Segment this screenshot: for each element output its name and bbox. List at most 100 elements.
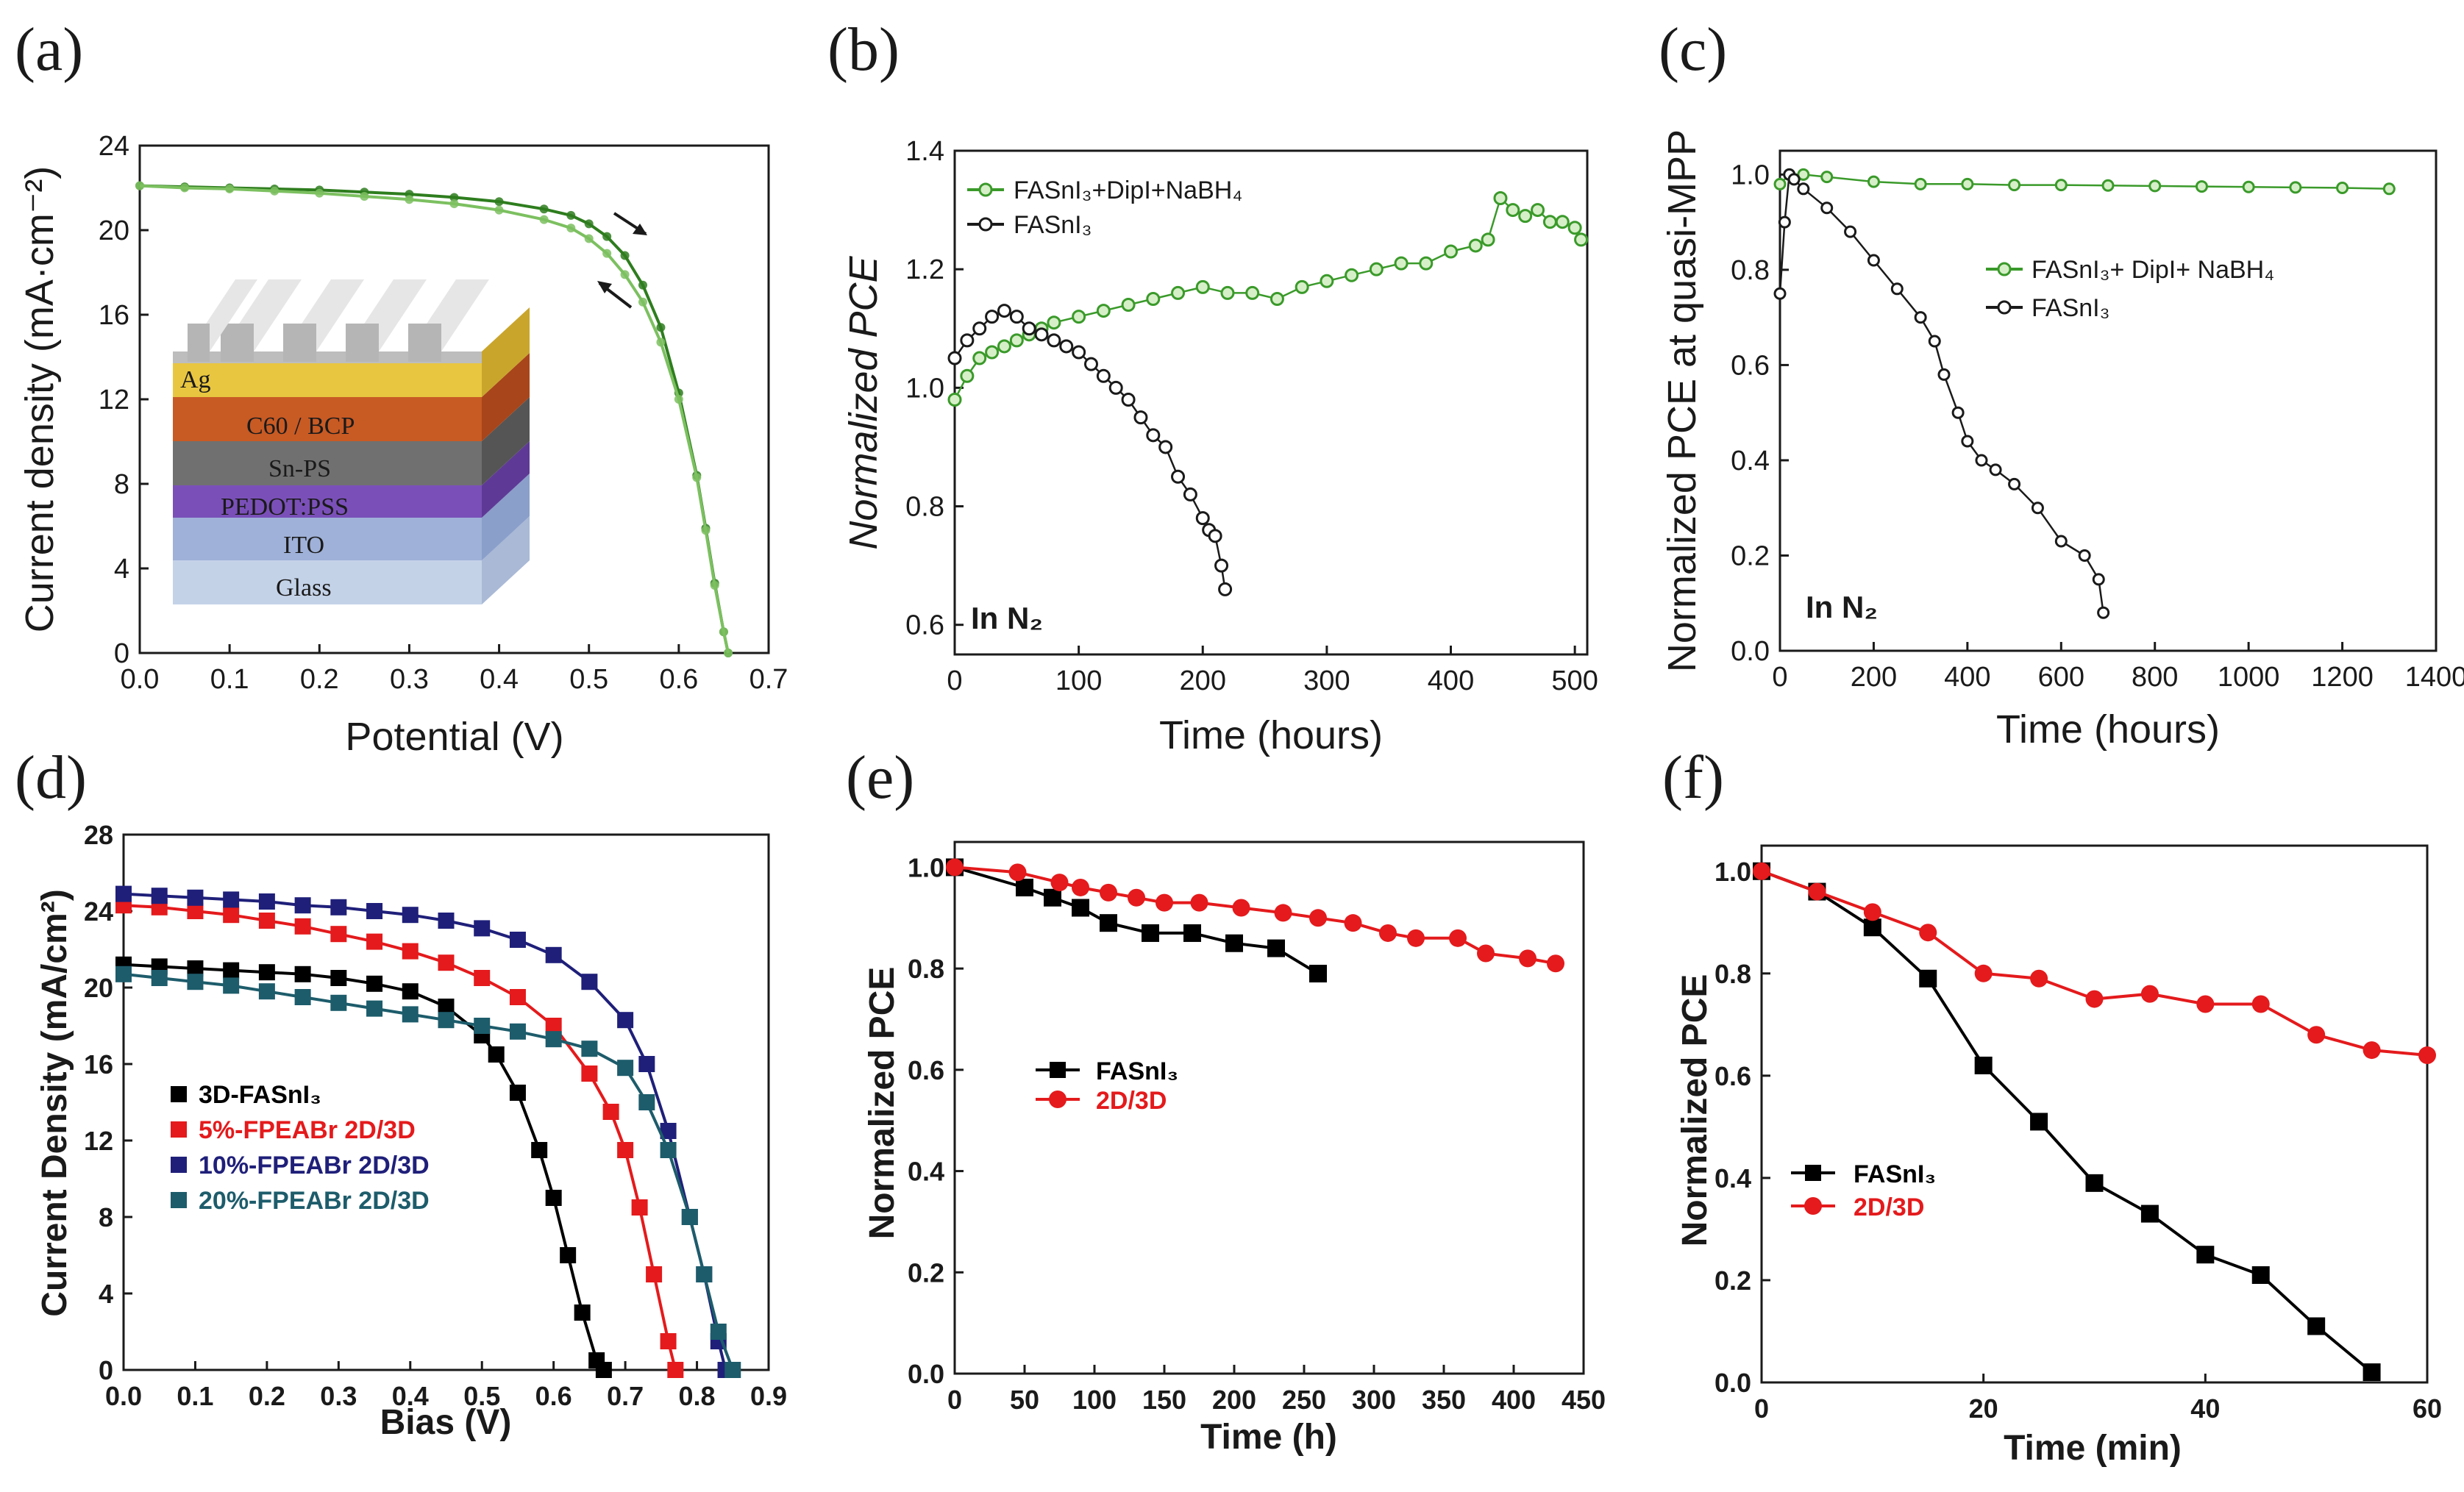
y-tick-label-f: 0.2	[1715, 1266, 1751, 1296]
data-point-f-1	[1753, 862, 1770, 880]
data-point-a-0	[566, 210, 576, 220]
x-tick-label-f: 60	[2413, 1393, 2442, 1424]
data-point-c-0	[2382, 182, 2396, 196]
x-tick-label-a: 0.2	[300, 664, 339, 695]
data-point-c-1	[1937, 368, 1951, 381]
data-point-a-1	[539, 215, 549, 224]
x-tick-label-e: 300	[1352, 1385, 1396, 1415]
data-point-b-0	[1295, 279, 1309, 294]
data-point-d-3	[258, 983, 275, 1000]
data-point-b-1	[1158, 440, 1173, 454]
ticks-a: 0.0 0.1 0.2 0.3 0.4 0.5 0.6 0.7 0 4 8 12 16 20 24	[99, 131, 788, 695]
layer-label-c60-bcp: C60 / BCP	[246, 413, 355, 440]
data-point-d-1	[646, 1266, 663, 1282]
y-tick-label-d: 20	[84, 973, 113, 1003]
x-tick-label-a: 0.6	[659, 664, 698, 695]
data-point-c-1	[1989, 463, 2002, 476]
data-point-e-1	[1477, 944, 1495, 963]
data-point-f-1	[2030, 969, 2048, 988]
data-point-d-1	[294, 918, 311, 935]
data-point-b-1	[1195, 511, 1210, 526]
data-point-f-1	[1808, 882, 1826, 901]
x-axis-label-e: Time (h)	[1200, 1418, 1337, 1457]
panel-label-e: (e)	[846, 743, 914, 812]
data-point-c-0	[1914, 177, 1927, 190]
data-point-e-0	[1267, 939, 1285, 957]
sn-ps-layer	[173, 397, 482, 441]
data-point-d-1	[258, 913, 275, 929]
data-point-d-2	[545, 946, 562, 963]
layer-label-pedot-pss: PEDOT:PSS	[221, 493, 349, 521]
data-point-d-0	[560, 1247, 577, 1263]
data-point-c-0	[1820, 171, 1834, 184]
panel-c: (c) 0 200 400 600 800 1000 1200 1400 0.0 0.2 0.4 0.…	[1659, 15, 2464, 752]
data-point-a-1	[701, 526, 711, 535]
data-point-d-2	[115, 885, 132, 902]
x-tick-label-a: 0.5	[569, 664, 608, 695]
layer-label-ito: ITO	[283, 532, 324, 559]
y-tick-label-a: 4	[114, 554, 129, 585]
data-point-b-1	[1009, 310, 1024, 324]
y-tick-label-d: 28	[84, 820, 113, 850]
data-point-e-0	[1044, 888, 1061, 907]
data-point-d-3	[509, 1023, 526, 1040]
panel-label-b: (b)	[827, 15, 900, 84]
atmosphere-label-c: In N₂	[1806, 590, 1878, 624]
x-tick-label-e: 350	[1422, 1385, 1466, 1415]
data-point-e-1	[1156, 893, 1173, 912]
legend-entry-f-0: FASnI₃	[1854, 1160, 1936, 1188]
data-point-a-1	[656, 338, 666, 347]
data-point-d-1	[667, 1362, 684, 1378]
data-point-f-0	[2307, 1317, 2326, 1335]
data-point-e-0	[1100, 914, 1117, 932]
data-point-b-0	[972, 351, 987, 365]
data-point-d-1	[509, 989, 526, 1005]
data-point-c-1	[1951, 406, 1965, 419]
data-point-d-0	[531, 1142, 548, 1158]
data-point-d-0	[488, 1046, 505, 1063]
legend-marker-f-0	[1805, 1165, 1821, 1181]
x-tick-label-c: 200	[1851, 662, 1897, 693]
data-point-f-0	[2085, 1174, 2104, 1192]
legend-marker-d-3	[171, 1192, 187, 1208]
y-tick-label-b: 1.4	[905, 136, 944, 167]
data-point-d-0	[545, 1190, 562, 1206]
data-point-d-3	[617, 1060, 634, 1077]
data-point-d-1	[602, 1104, 619, 1120]
x-tick-label-e: 0	[947, 1385, 962, 1415]
data-point-c-0	[1773, 177, 1787, 190]
data-point-d-0	[330, 970, 347, 986]
y-tick-label-d: 12	[84, 1126, 113, 1156]
data-point-a-1	[602, 249, 612, 258]
data-point-d-1	[330, 926, 347, 943]
data-point-e-1	[1100, 883, 1117, 902]
ito-layer	[173, 518, 482, 560]
data-point-c-1	[1928, 335, 1941, 348]
y-axis-label-b: Normalized PCE	[841, 255, 886, 549]
data-point-a-1	[135, 181, 144, 190]
data-point-b-0	[1481, 232, 1495, 247]
data-point-b-0	[1096, 304, 1111, 318]
data-point-d-2	[151, 888, 168, 904]
data-point-e-1	[1449, 929, 1467, 947]
plot-frame-c	[1778, 149, 2438, 652]
panel-a: (a) 0.0 0.1 0.2 0.3 0.4 0.5 0.6 0.704812162024 …	[15, 15, 788, 759]
y-tick-label-e: 0.4	[908, 1157, 944, 1187]
x-tick-label-b: 100	[1055, 665, 1102, 696]
ag-electrode-bars	[188, 279, 489, 362]
data-point-b-0	[1531, 203, 1545, 218]
y-tick-label-a: 8	[114, 469, 129, 500]
layer-label-glass: Glass	[276, 574, 332, 602]
data-point-b-1	[1208, 529, 1222, 543]
data-point-d-1	[402, 943, 419, 960]
data-point-d-0	[402, 983, 419, 1000]
data-point-d-1	[581, 1066, 598, 1082]
y-tick-label-e: 1.0	[908, 852, 944, 882]
data-point-b-0	[1270, 291, 1284, 306]
data-point-d-1	[617, 1142, 634, 1158]
x-tick-label-f: 20	[1969, 1393, 1998, 1424]
x-tick-label-d: 0.0	[105, 1381, 142, 1411]
data-point-b-1	[985, 310, 1000, 324]
legend-c: FASnI₃+ DipI+ NaBH₄ FASnI₃	[1986, 256, 2274, 322]
data-point-e-0	[1309, 965, 1327, 983]
